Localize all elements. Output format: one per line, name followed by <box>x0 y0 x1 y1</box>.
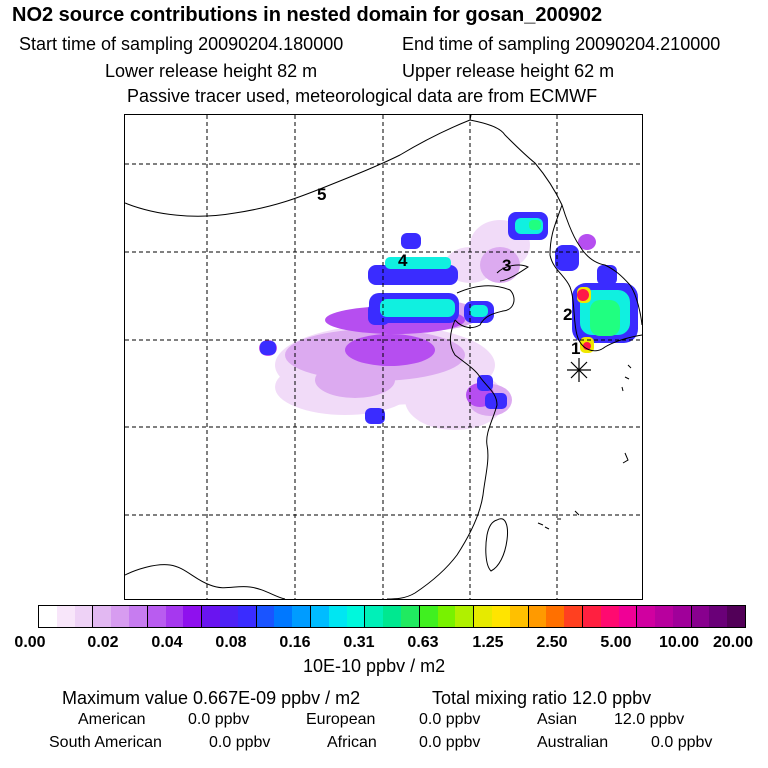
colorbar-cell <box>237 606 257 627</box>
colorbar-cell <box>383 606 401 627</box>
map-panel: 1 2 3 4 5 <box>124 114 643 600</box>
colorbar-cell <box>202 606 220 627</box>
colorbar-cell <box>111 606 129 627</box>
source-value-african: 0.0 ppbv <box>419 734 481 751</box>
colorbar-cell <box>437 606 456 627</box>
colorbar-cell <box>147 606 166 627</box>
colorbar-cell <box>219 606 238 627</box>
colorbar-cell <box>727 606 746 627</box>
colorbar-tick-label: 0.04 <box>151 634 183 651</box>
colorbar-cell <box>310 606 329 627</box>
passive-tracer-note: Passive tracer used, meteorological data… <box>127 86 598 106</box>
colorbar-cell <box>183 606 203 627</box>
colorbar-cell <box>292 606 311 627</box>
source-label-south-american: South American <box>49 734 162 751</box>
end-time-label: End time of sampling 20090204.210000 <box>402 34 721 54</box>
source-label-american: American <box>78 711 146 728</box>
colorbar-tick-label: 10.00 <box>658 634 700 651</box>
colorbar-cell <box>455 606 475 627</box>
colorbar-cell <box>691 606 710 627</box>
upper-release-height-label: Upper release height 62 m <box>402 61 615 81</box>
plot-title: NO2 source contributions in nested domai… <box>12 4 603 26</box>
source-value-south-american: 0.0 ppbv <box>209 734 271 751</box>
colorbar-cell <box>74 606 94 627</box>
source-label-asian: Asian <box>537 711 578 728</box>
colorbar-tick-label: 20.00 <box>712 634 754 651</box>
colorbar-tick-label: 0.08 <box>215 634 247 651</box>
colorbar-cell <box>328 606 347 627</box>
colorbar-tick-label: 0.00 <box>14 634 46 651</box>
colorbar-cell <box>509 606 529 627</box>
colorbar-tick-label: 0.63 <box>407 634 439 651</box>
map-canvas: 1 2 3 4 5 <box>125 115 642 599</box>
colorbar-cell <box>528 606 547 627</box>
colorbar-units-label: 10E-10 ppbv / m2 <box>303 656 446 676</box>
colorbar-cell <box>564 606 583 627</box>
colorbar-tick-label: 2.50 <box>536 634 568 651</box>
trajectory-label-3: 3 <box>502 256 511 275</box>
colorbar-cell <box>546 606 565 627</box>
colorbar-cell <box>93 606 112 627</box>
colorbar-cell <box>709 606 728 627</box>
source-label-australian: Australian <box>537 734 609 751</box>
plume-green <box>529 220 620 336</box>
colorbar-cell <box>655 606 673 627</box>
receptor-asterisk-icon <box>567 358 591 382</box>
trajectory-label-2: 2 <box>563 305 572 324</box>
colorbar-cell <box>400 606 420 627</box>
colorbar-cell <box>56 606 75 627</box>
colorbar-cell <box>672 606 692 627</box>
colorbar-cell <box>491 606 510 627</box>
colorbar-cell <box>600 606 619 627</box>
source-label-european: European <box>306 711 376 728</box>
colorbar-cell <box>256 606 275 627</box>
colorbar-tick-label: 5.00 <box>600 634 632 651</box>
colorbar-cell <box>474 606 492 627</box>
colorbar-cell <box>128 606 148 627</box>
colorbar-cell <box>618 606 638 627</box>
start-time-label: Start time of sampling 20090204.180000 <box>19 34 344 54</box>
colorbar <box>38 605 746 628</box>
source-value-australian: 0.0 ppbv <box>651 734 713 751</box>
trajectory-label-1: 1 <box>571 339 580 358</box>
lower-release-height-label: Lower release height 82 m <box>105 61 318 81</box>
colorbar-cell <box>365 606 384 627</box>
lat-lon-grid <box>125 115 642 599</box>
maximum-value-label: Maximum value 0.667E-09 ppbv / m2 <box>62 688 361 708</box>
colorbar-tick-label: 1.25 <box>472 634 504 651</box>
trajectory-label-4: 4 <box>398 251 408 270</box>
colorbar-cell <box>582 606 601 627</box>
colorbar-tick-label: 0.16 <box>279 634 311 651</box>
colorbar-cell <box>346 606 366 627</box>
source-value-european: 0.0 ppbv <box>419 711 481 728</box>
colorbar-cell <box>419 606 438 627</box>
colorbar-cell <box>39 606 57 627</box>
colorbar-tick-label: 0.02 <box>87 634 119 651</box>
source-value-asian: 12.0 ppbv <box>614 711 685 728</box>
colorbar-cell <box>274 606 293 627</box>
source-label-african: African <box>327 734 377 751</box>
colorbar-tick-label: 0.31 <box>343 634 375 651</box>
coastline <box>125 115 642 599</box>
source-value-american: 0.0 ppbv <box>188 711 250 728</box>
colorbar-cell <box>165 606 184 627</box>
colorbar-cell <box>637 606 656 627</box>
trajectory-label-5: 5 <box>317 185 326 204</box>
total-mixing-ratio-label: Total mixing ratio 12.0 ppbv <box>432 688 652 708</box>
